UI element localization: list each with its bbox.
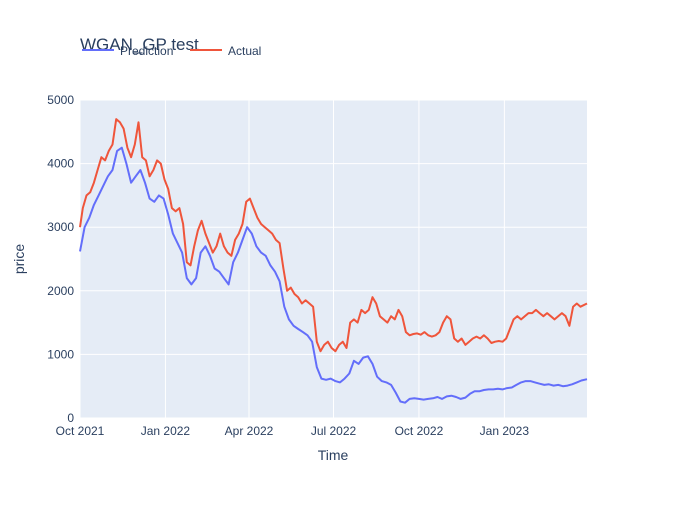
legend-item-actual[interactable]: Actual [190, 44, 261, 58]
y-tick-label: 1000 [47, 347, 74, 361]
x-tick-label: Apr 2022 [225, 424, 274, 438]
x-axis-label: Time [318, 447, 349, 463]
x-axis-ticks: Oct 2021 Jan 2022 Apr 2022 Jul 2022 Oct 2022… [56, 424, 530, 438]
series-line-actual [79, 118, 588, 353]
y-tick-label: 5000 [47, 93, 74, 107]
y-tick-label: 0 [67, 411, 74, 425]
y-axis-ticks: 0 1000 2000 3000 4000 5000 [47, 93, 74, 425]
legend-label: Prediction [120, 44, 173, 58]
y-tick-label: 3000 [47, 220, 74, 234]
series-lines [79, 118, 588, 404]
x-tick-label: Jul 2022 [311, 424, 357, 438]
legend-label: Actual [228, 44, 261, 58]
series-line-prediction [79, 146, 588, 404]
legend[interactable]: Prediction Actual [82, 44, 261, 58]
grid-lines [79, 99, 587, 419]
x-tick-label: Jan 2023 [480, 424, 530, 438]
y-tick-label: 4000 [47, 157, 74, 171]
x-tick-label: Jan 2022 [141, 424, 191, 438]
x-tick-label: Oct 2022 [395, 424, 444, 438]
legend-item-prediction[interactable]: Prediction [82, 44, 173, 58]
x-tick-label: Oct 2021 [56, 424, 105, 438]
y-axis-label: price [11, 244, 27, 275]
y-tick-label: 2000 [47, 284, 74, 298]
